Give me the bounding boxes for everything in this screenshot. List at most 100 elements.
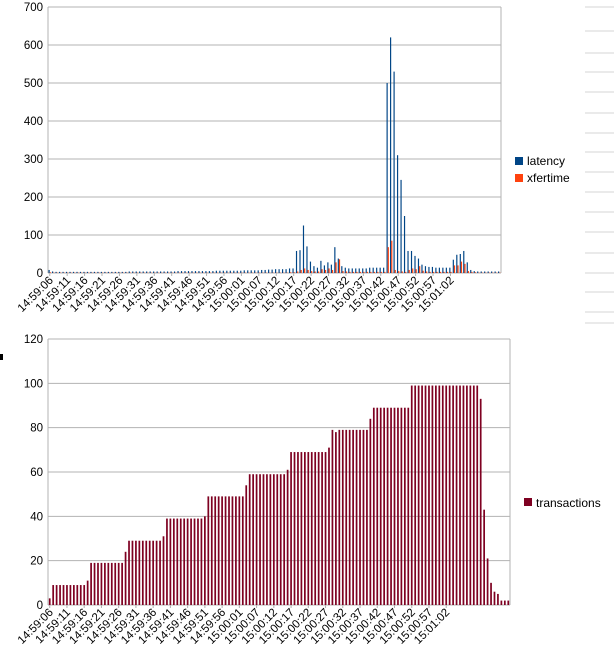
bar-latency (180, 271, 183, 273)
bar-latency (376, 267, 378, 273)
bar-transactions (286, 469, 289, 605)
bar-transactions (417, 385, 420, 605)
bar-latency (480, 271, 482, 273)
bar-transactions (490, 582, 492, 605)
bar-latency (194, 271, 197, 273)
bar-transactions (221, 496, 223, 605)
y-tick-label: 400 (24, 116, 43, 128)
bar-transactions (293, 452, 296, 605)
bar-latency (369, 267, 371, 273)
bar-latency (337, 258, 339, 273)
bar-transactions (200, 518, 203, 605)
bar-latency (55, 271, 57, 273)
bar-latency (219, 270, 221, 273)
y-tick-label: 700 (24, 2, 43, 14)
transactions-chart-xticks: 14:59:0614:59:1114:59:1614:59:2114:59:26… (16, 605, 452, 647)
bar-latency (142, 271, 144, 273)
bar-latency (254, 270, 256, 273)
transactions-chart-bars (48, 385, 510, 605)
bar-transactions (431, 385, 434, 605)
bar-xfertime (433, 271, 435, 273)
bar-transactions (462, 385, 465, 605)
bar-xfertime (342, 271, 344, 273)
bar-latency (76, 271, 78, 273)
bar-latency (428, 266, 430, 273)
bar-transactions (283, 474, 286, 605)
bar-xfertime (443, 271, 445, 273)
bar-transactions (448, 385, 451, 605)
bar-latency (135, 271, 137, 273)
bar-latency (390, 37, 392, 274)
bar-xfertime (345, 271, 348, 273)
bar-latency (309, 261, 312, 273)
bar-transactions (183, 518, 186, 605)
bar-transactions (238, 496, 241, 605)
y-tick-label: 300 (24, 154, 43, 166)
bar-xfertime (331, 269, 334, 273)
bar-xfertime (384, 271, 386, 273)
bar-latency (494, 271, 496, 273)
bar-latency (498, 271, 500, 273)
bar-transactions (279, 474, 282, 605)
bar-transactions (441, 385, 444, 605)
bar-latency (139, 271, 141, 273)
bar-xfertime (405, 271, 407, 273)
bar-xfertime (328, 268, 330, 273)
bar-transactions (159, 540, 161, 605)
bar-transactions (304, 452, 306, 605)
bar-transactions (207, 496, 210, 605)
bar-transactions (362, 429, 365, 605)
bar-latency (86, 271, 89, 273)
bar-transactions (179, 518, 182, 605)
bar-transactions (48, 598, 51, 605)
bar-transactions (493, 591, 496, 605)
bar-latency (477, 271, 479, 273)
bar-latency (372, 267, 374, 273)
bar-xfertime (359, 271, 362, 273)
bar-xfertime (304, 268, 306, 273)
bar-xfertime (370, 271, 372, 273)
bar-transactions (110, 562, 113, 605)
bar-latency (285, 269, 287, 273)
bar-transactions (297, 452, 299, 605)
bar-transactions (310, 452, 313, 605)
bar-xfertime (419, 266, 421, 273)
bar-xfertime (387, 247, 389, 273)
bar-transactions (266, 474, 268, 605)
bar-xfertime (401, 271, 403, 273)
y-tick-label: 100 (24, 378, 43, 390)
bar-transactions (379, 407, 382, 605)
bar-transactions (328, 447, 330, 605)
bar-latency (470, 269, 472, 273)
bar-transactions (128, 540, 130, 605)
bar-xfertime (318, 271, 320, 273)
bar-xfertime (429, 271, 431, 273)
y-tick-label: 80 (30, 423, 43, 435)
bar-xfertime (366, 271, 368, 273)
bar-transactions (235, 496, 237, 605)
bar-latency (187, 271, 190, 273)
bar-xfertime (297, 271, 299, 273)
bar-latency (205, 271, 207, 273)
bar-latency (330, 264, 332, 273)
bar-transactions (483, 509, 485, 605)
y-tick-label: 0 (37, 268, 43, 280)
bar-latency (292, 268, 294, 273)
bar-latency (107, 271, 109, 273)
bar-latency (275, 269, 277, 273)
bar-transactions (272, 474, 275, 605)
bar-transactions (459, 385, 461, 605)
bar-latency (83, 271, 85, 273)
bar-xfertime (457, 265, 459, 273)
bar-transactions (486, 558, 489, 605)
bar-xfertime (321, 269, 323, 273)
bar-latency (257, 270, 259, 273)
bar-latency (90, 271, 92, 273)
bar-transactions (117, 562, 120, 605)
bar-xfertime (352, 271, 355, 273)
bar-transactions (107, 562, 110, 605)
bar-transactions (445, 385, 448, 605)
bar-xfertime (363, 271, 365, 273)
y-tick-label: 200 (24, 192, 43, 204)
latency-chart-bars (48, 37, 501, 274)
